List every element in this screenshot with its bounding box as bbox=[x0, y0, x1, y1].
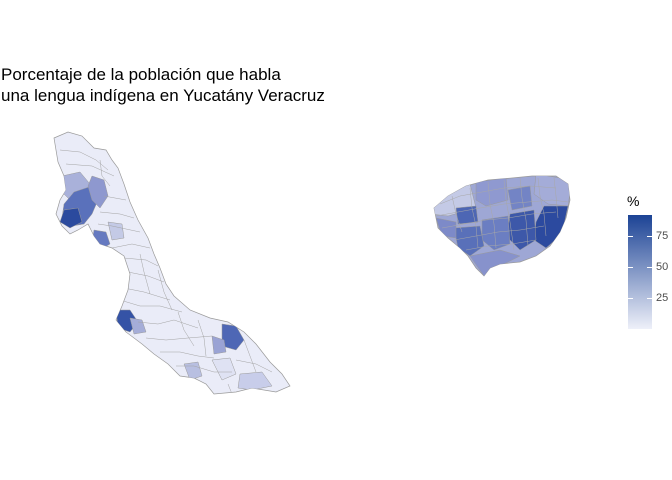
legend-color-bar bbox=[628, 215, 652, 329]
legend-tick-label: 75 bbox=[656, 230, 669, 242]
veracruz-municipality bbox=[129, 317, 147, 335]
veracruz-municipality bbox=[107, 221, 125, 241]
yucatan-municipalities bbox=[434, 176, 570, 276]
legend-tick-label: 50 bbox=[656, 261, 669, 273]
legend-tick bbox=[628, 267, 633, 268]
legend-tick bbox=[647, 298, 652, 299]
yucatan-map bbox=[433, 175, 571, 277]
yucatan-municipality bbox=[533, 205, 569, 249]
veracruz-municipality bbox=[87, 175, 109, 209]
map-title: Porcentaje de la población que habla una… bbox=[1, 64, 325, 106]
veracruz-municipality bbox=[211, 335, 227, 355]
title-line-1: Porcentaje de la población que habla bbox=[1, 65, 281, 84]
legend-tick-label: 25 bbox=[656, 292, 669, 304]
title-line-2: una lengua indígena en Yucatány Veracruz bbox=[1, 86, 325, 105]
legend-title: % bbox=[627, 193, 640, 209]
legend-tick bbox=[628, 236, 633, 237]
veracruz-municipality bbox=[183, 361, 203, 381]
legend-tick bbox=[628, 298, 633, 299]
yucatan-municipality bbox=[469, 249, 521, 276]
veracruz-outline bbox=[53, 131, 291, 395]
veracruz-map bbox=[53, 131, 291, 395]
veracruz-municipality bbox=[211, 357, 237, 381]
veracruz-municipality bbox=[237, 371, 273, 391]
legend-tick bbox=[647, 267, 652, 268]
legend-tick bbox=[647, 236, 652, 237]
veracruz-municipality bbox=[59, 207, 83, 229]
yucatan-municipality bbox=[507, 185, 533, 211]
veracruz-municipalities bbox=[59, 149, 273, 394]
